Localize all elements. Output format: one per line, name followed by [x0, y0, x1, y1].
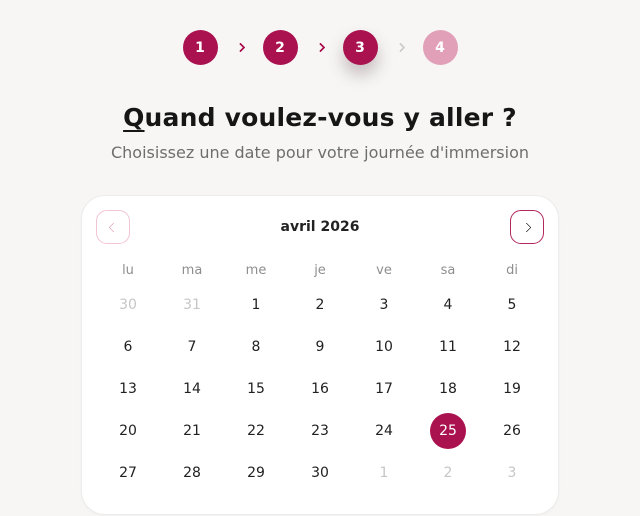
calendar-weekday-row: lu ma me je ve sa di [96, 256, 544, 284]
prev-month-button[interactable] [96, 210, 130, 244]
step-separator-chevron-icon [235, 42, 245, 53]
calendar-day[interactable]: 3 [352, 284, 416, 326]
day-number: 13 [119, 381, 137, 397]
calendar-day[interactable]: 4 [416, 284, 480, 326]
day-number: 16 [311, 381, 329, 397]
day-number: 1 [251, 297, 261, 313]
page-subtitle: Choisissez une date pour votre journée d… [110, 143, 530, 162]
day-number: 24 [375, 423, 393, 439]
calendar-day[interactable]: 22 [224, 410, 288, 452]
next-month-button[interactable] [509, 210, 544, 244]
calendar-day[interactable]: 16 [288, 368, 352, 410]
weekday-label: di [506, 262, 518, 278]
calendar-day[interactable]: 2 [288, 284, 352, 326]
calendar-day[interactable]: 26 [480, 410, 544, 452]
chevron-left-icon [108, 222, 118, 232]
weekday-label: ve [376, 262, 392, 278]
calendar-day[interactable]: 29 [224, 452, 288, 494]
calendar-day[interactable]: 21 [160, 410, 224, 452]
day-number: 8 [251, 339, 261, 355]
day-number: 14 [183, 381, 201, 397]
calendar-day[interactable]: 23 [288, 410, 352, 452]
calendar-day[interactable]: 5 [480, 284, 544, 326]
page-title: Quand voulez-vous y aller ? [0, 103, 640, 132]
day-number: 2 [315, 297, 325, 313]
day-number: 3 [507, 465, 517, 481]
calendar-day[interactable]: 15 [224, 368, 288, 410]
calendar-day[interactable]: 19 [480, 368, 544, 410]
day-number: 28 [183, 465, 201, 481]
day-number: 29 [247, 465, 265, 481]
calendar-day[interactable]: 9 [288, 326, 352, 368]
day-number: 23 [311, 423, 329, 439]
month-label: avril 2026 [280, 219, 360, 235]
page-title-rest: uand voulez-vous y aller ? [144, 103, 517, 132]
weekday-label: ma [181, 262, 203, 278]
weekday-label: lu [122, 262, 134, 278]
calendar-day[interactable]: 14 [160, 368, 224, 410]
day-number: 15 [247, 381, 265, 397]
calendar-day[interactable]: 18 [416, 368, 480, 410]
calendar-day[interactable]: 1 [224, 284, 288, 326]
calendar-day: 30 [96, 284, 160, 326]
day-number: 27 [119, 465, 137, 481]
calendar-day[interactable]: 30 [288, 452, 352, 494]
day-number: 31 [183, 297, 201, 313]
chevron-right-icon [522, 222, 532, 232]
calendar-day[interactable]: 17 [352, 368, 416, 410]
weekday-label: je [314, 262, 326, 278]
day-number: 18 [439, 381, 457, 397]
step-2[interactable]: 2 [262, 30, 298, 65]
calendar-day[interactable]: 7 [160, 326, 224, 368]
day-number: 12 [503, 339, 521, 355]
day-number: 17 [375, 381, 393, 397]
day-number: 30 [311, 465, 329, 481]
calendar-day[interactable]: 6 [96, 326, 160, 368]
step-4[interactable]: 4 [422, 30, 458, 65]
calendar-day: 2 [416, 452, 480, 494]
day-number: 22 [247, 423, 265, 439]
stepper: 1 2 3 4 [0, 30, 640, 65]
calendar-day[interactable]: 8 [224, 326, 288, 368]
step-1[interactable]: 1 [182, 30, 218, 65]
calendar-day: 1 [352, 452, 416, 494]
day-number: 11 [439, 339, 457, 355]
step-separator-chevron-icon [315, 42, 325, 53]
day-number: 21 [183, 423, 201, 439]
step-separator-chevron-icon [395, 42, 405, 53]
day-number: 4 [443, 297, 453, 313]
calendar-day[interactable]: 28 [160, 452, 224, 494]
page-title-underlined-letter: Q [123, 103, 145, 132]
day-number: 25 [430, 413, 466, 449]
day-number: 26 [503, 423, 521, 439]
calendar-day[interactable]: 12 [480, 326, 544, 368]
calendar-header: avril 2026 [96, 210, 544, 244]
calendar-day: 3 [480, 452, 544, 494]
day-number: 9 [315, 339, 325, 355]
day-number: 6 [123, 339, 133, 355]
weekday-label: sa [440, 262, 456, 278]
day-number: 20 [119, 423, 137, 439]
calendar-card: avril 2026 lu ma me je ve sa di 30 31 1 2 3 4 5 6 7 8 9 1… [81, 195, 559, 515]
day-number: 10 [375, 339, 393, 355]
calendar-day[interactable]: 11 [416, 326, 480, 368]
day-number: 19 [503, 381, 521, 397]
calendar-day: 31 [160, 284, 224, 326]
calendar-day[interactable]: 27 [96, 452, 160, 494]
calendar-day[interactable]: 13 [96, 368, 160, 410]
weekday-label: me [245, 262, 267, 278]
calendar-day[interactable]: 24 [352, 410, 416, 452]
day-number: 2 [443, 465, 453, 481]
day-number: 1 [379, 465, 389, 481]
calendar-day[interactable]: 10 [352, 326, 416, 368]
calendar-days-grid: 30 31 1 2 3 4 5 6 7 8 9 10 11 12 13 14 15 16 17 18 19 20 21 22 2… [96, 284, 544, 494]
day-number: 3 [379, 297, 389, 313]
calendar-day-selected[interactable]: 25 [416, 410, 480, 452]
day-number: 30 [119, 297, 137, 313]
step-3[interactable]: 3 [342, 30, 378, 65]
calendar-day[interactable]: 20 [96, 410, 160, 452]
day-number: 5 [507, 297, 517, 313]
day-number: 7 [187, 339, 197, 355]
